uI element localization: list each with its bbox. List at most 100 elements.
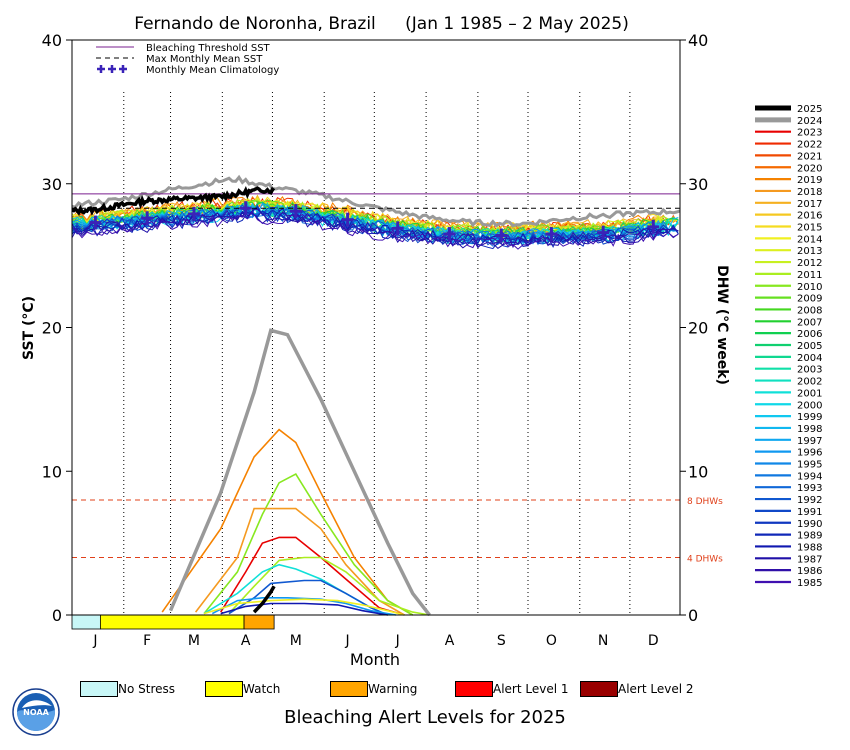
axes: SST (°C) DHW (°C week) Month 0 0 10 10 20 20 3… — [21, 31, 730, 669]
alert-legend-label-watch: Watch — [243, 682, 281, 696]
x-tick-label-3: M — [188, 633, 200, 649]
x-tick-label-7: J — [395, 633, 400, 649]
y-axis-label-left: SST (°C) — [21, 296, 37, 360]
climatology-marker-5 — [289, 204, 302, 219]
dhw-line-2025 — [252, 585, 276, 614]
alert-bar-no-stress — [71, 614, 101, 630]
x-tick-label-2: F — [143, 633, 151, 649]
bleaching-alert-title: Bleaching Alert Levels for 2025 — [284, 707, 566, 728]
x-tick-label-11: N — [598, 633, 608, 649]
climatology-marker-10 — [545, 227, 558, 242]
year-legend-label-2002: 2002 — [797, 377, 822, 388]
dhw-line-2011 — [228, 556, 430, 616]
x-tick-label-8: A — [445, 633, 455, 649]
year-legend-label-2008: 2008 — [797, 305, 822, 316]
year-legend-label-2005: 2005 — [797, 341, 822, 352]
y-axis-label-right: DHW (°C week) — [714, 265, 730, 385]
sst-line-1986 — [71, 207, 679, 249]
x-tick-label-9: S — [497, 633, 506, 649]
year-legend-label-2009: 2009 — [797, 294, 822, 305]
dhw-line-2023 — [220, 536, 405, 616]
alert-legend-swatch-alert-level-1 — [455, 681, 493, 697]
year-legend-label-1990: 1990 — [797, 519, 822, 530]
year-legend-label-1993: 1993 — [797, 483, 822, 494]
climatology-marker-6 — [341, 212, 354, 227]
y-tick-label-left-30: 30 — [42, 175, 62, 194]
year-legend-label-2023: 2023 — [797, 128, 822, 139]
x-tick-label-12: D — [648, 633, 659, 649]
alert-bar-warning — [243, 614, 275, 630]
sst-line-1985 — [71, 210, 679, 250]
year-legend-label-1998: 1998 — [797, 424, 822, 435]
year-legend-label-1985: 1985 — [797, 578, 822, 589]
dhw-line-2019 — [161, 428, 414, 616]
year-legend-label-2019: 2019 — [797, 175, 822, 186]
dhw-line-2014 — [203, 598, 405, 616]
year-legend-label-2011: 2011 — [797, 270, 822, 281]
year-legend-label-2000: 2000 — [797, 400, 822, 411]
year-legend-label-1997: 1997 — [797, 436, 822, 447]
top-legend-label-3: Monthly Mean Climatology — [146, 65, 279, 76]
sst-line-2024 — [71, 174, 681, 228]
x-tick-label-1: J — [92, 633, 97, 649]
year-legend-label-2022: 2022 — [797, 140, 822, 151]
year-legend-label-2021: 2021 — [797, 151, 822, 162]
year-legend-label-2001: 2001 — [797, 388, 822, 399]
year-legend-label-1989: 1989 — [797, 531, 822, 542]
sst-line-2025 — [71, 186, 276, 216]
year-legend-label-2017: 2017 — [797, 199, 822, 210]
year-legend-label-2003: 2003 — [797, 365, 822, 376]
year-legend-label-2015: 2015 — [797, 223, 822, 234]
dhw-line-1988 — [220, 602, 388, 616]
year-legend: 2025202420232022202120202019201820172016… — [755, 104, 822, 589]
plot-background — [72, 40, 680, 615]
plot-area: 8 DHWs 4 DHWs — [71, 39, 723, 630]
alert-legend-label-alert-level-2: Alert Level 2 — [618, 682, 694, 696]
year-legend-label-1987: 1987 — [797, 554, 822, 565]
year-legend-label-2014: 2014 — [797, 234, 822, 245]
dhw-line-2010 — [203, 473, 414, 616]
year-legend-label-2020: 2020 — [797, 163, 822, 174]
y-tick-label-right-0: 0 — [688, 606, 698, 625]
year-legend-label-2010: 2010 — [797, 282, 822, 293]
dhw-reference-label-4: 4 DHWs — [687, 555, 723, 565]
climatology-marker-3 — [187, 206, 200, 221]
year-legend-label-2006: 2006 — [797, 329, 822, 340]
year-legend-label-1994: 1994 — [797, 471, 822, 482]
year-legend-label-1999: 1999 — [797, 412, 822, 423]
year-legend-label-2004: 2004 — [797, 353, 822, 364]
y-tick-label-left-40: 40 — [42, 31, 62, 50]
year-legend-label-2025: 2025 — [797, 104, 822, 115]
year-legend-label-2016: 2016 — [797, 211, 822, 222]
climatology-marker-11 — [597, 225, 610, 240]
alert-legend-label-alert-level-1: Alert Level 1 — [493, 682, 569, 696]
dhw-line-2018 — [194, 507, 405, 616]
noaa-logo: NOAA — [12, 688, 60, 736]
year-legend-label-2024: 2024 — [797, 116, 822, 127]
alert-legend-swatch-warning — [330, 681, 368, 697]
chart-title: Fernando de Noronha, Brazil (Jan 1 1985 … — [134, 14, 629, 34]
year-legend-label-1988: 1988 — [797, 542, 822, 553]
alert-legend-label-no-stress: No Stress — [118, 682, 176, 696]
top-legend-label-2: Max Monthly Mean SST — [146, 54, 263, 65]
alert-legend-swatch-alert-level-2 — [580, 681, 618, 697]
year-legend-label-1986: 1986 — [797, 566, 822, 577]
year-legend-label-1996: 1996 — [797, 448, 822, 459]
climatology-marker-7 — [391, 221, 404, 236]
sst-line-2017 — [71, 194, 679, 234]
climatology-marker-1 — [89, 215, 102, 230]
alert-bar-watch — [99, 614, 245, 630]
year-legend-label-1991: 1991 — [797, 507, 822, 518]
y-tick-label-left-20: 20 — [42, 319, 62, 338]
year-legend-label-2012: 2012 — [797, 258, 822, 269]
climatology-marker-12 — [647, 219, 660, 234]
y-tick-label-right-10: 10 — [688, 462, 708, 481]
alert-legend-swatch-watch — [205, 681, 243, 697]
year-legend-label-2013: 2013 — [797, 246, 822, 257]
x-axis-label: Month — [350, 650, 400, 669]
sst-line-2013 — [71, 197, 679, 237]
dhw-line-2024 — [168, 328, 431, 617]
climatology-marker-8 — [443, 227, 456, 242]
sst-line-1994 — [71, 205, 679, 244]
